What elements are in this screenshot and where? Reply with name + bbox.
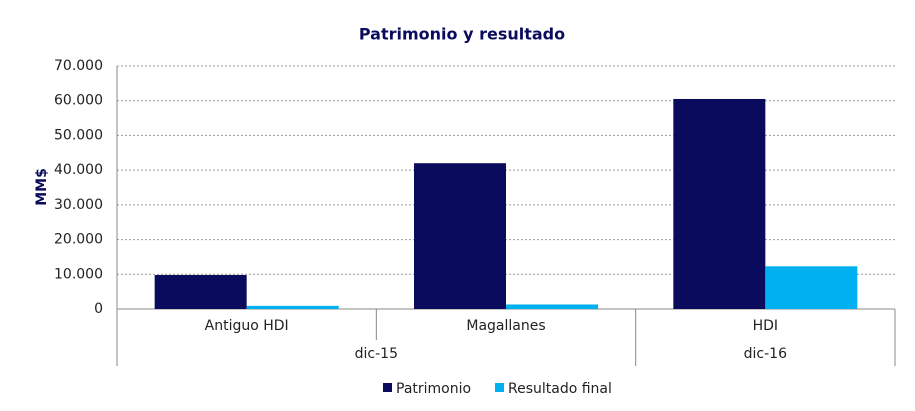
bar — [765, 266, 858, 309]
y-tick-label: 20.000 — [54, 232, 103, 248]
y-tick-label: 60.000 — [54, 93, 103, 109]
y-tick-label: 70.000 — [54, 58, 103, 74]
x-group-label: dic-16 — [744, 346, 787, 362]
bar — [414, 163, 506, 309]
y-tick-label: 30.000 — [54, 197, 103, 213]
bar — [506, 304, 598, 309]
y-tick-label: 40.000 — [54, 162, 103, 178]
y-tick-label: 10.000 — [54, 266, 103, 282]
x-tick-label: Magallanes — [466, 318, 545, 334]
legend-label: Resultado final — [508, 381, 612, 397]
bar — [673, 98, 766, 309]
x-group-label: dic-15 — [355, 346, 398, 362]
bar — [246, 305, 339, 309]
x-tick-label: Antiguo HDI — [205, 318, 289, 334]
chart-title: Patrimonio y resultado — [359, 25, 565, 44]
x-tick-label: HDI — [753, 318, 778, 334]
y-axis-label: MM$ — [34, 168, 50, 206]
legend-swatch — [495, 383, 504, 392]
bar — [154, 274, 247, 309]
legend-label: Patrimonio — [396, 381, 471, 397]
legend-swatch — [383, 383, 392, 392]
y-tick-label: 0 — [94, 301, 103, 317]
y-tick-label: 50.000 — [54, 127, 103, 143]
